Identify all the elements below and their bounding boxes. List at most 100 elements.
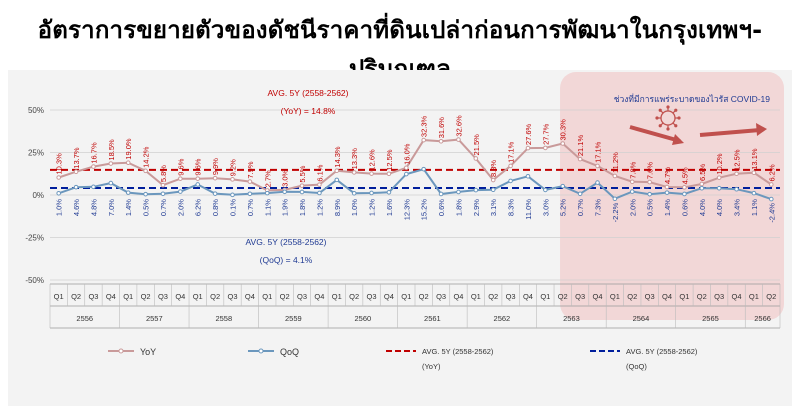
qoq-data-label: 1.8% [454, 199, 463, 216]
qoq-data-label: 1.1% [263, 199, 272, 216]
yoy-data-label: 12.5% [385, 149, 394, 171]
quarter-label: Q1 [332, 292, 342, 301]
trend-down-arrowhead [672, 134, 684, 145]
yoy-point [178, 176, 183, 181]
yoy-point [91, 164, 96, 169]
quarter-label: Q2 [627, 292, 637, 301]
yoy-data-label: 9.2% [229, 159, 238, 176]
chart-svg: 10.3% 13.7% 16.7% 18.5% 19.0% 14.2% 5.8% 9.6% 9.… [25, 72, 784, 371]
quarter-label: Q3 [436, 292, 446, 301]
yoy-data-label: 17.1% [594, 141, 603, 163]
yoy-data-label: 27.6% [524, 123, 533, 145]
quarter-label: Q2 [71, 292, 81, 301]
yoy-point [525, 145, 531, 151]
qoq-point [490, 187, 496, 193]
yoy-point [212, 175, 218, 181]
y-tick-label: -25% [25, 234, 44, 243]
yoy-data-label: 2.7% [263, 170, 272, 187]
qoq-point [264, 190, 270, 196]
quarter-label: Q4 [175, 292, 185, 301]
yoy-point [73, 169, 79, 175]
qoq-data-label: 0.1% [229, 199, 238, 216]
yoy-data-label: 10.3% [55, 153, 64, 175]
quarter-label: Q2 [141, 292, 151, 301]
yoy-point [577, 156, 583, 162]
qoq-data-label: 0.5% [142, 199, 151, 216]
qoq-point [751, 190, 757, 196]
quarter-label: Q4 [453, 292, 463, 301]
quarter-label: Q3 [645, 292, 655, 301]
virus-icon-spike-tip [677, 116, 681, 120]
quarter-label: Q4 [592, 292, 602, 301]
qoq-point [473, 187, 479, 193]
yoy-data-label: 16.7% [89, 142, 98, 164]
yoy-point [543, 145, 548, 151]
yoy-data-label: 9.6% [176, 158, 185, 175]
qoq-data-label: 2.0% [628, 199, 637, 216]
qoq-point [317, 190, 322, 196]
virus-icon-spike-tip [666, 127, 670, 131]
quarter-label: Q4 [523, 292, 533, 301]
qoq-point [369, 190, 374, 196]
qoq-data-label: 8.9% [333, 199, 342, 216]
yoy-data-label: 21.1% [576, 135, 585, 157]
quarter-label: Q1 [123, 292, 133, 301]
legend-yoy-label: YoY [140, 347, 156, 357]
trend-up-arrow [699, 128, 761, 137]
quarter-label: Q1 [610, 292, 620, 301]
yoy-point [682, 185, 687, 190]
qoq-point [716, 185, 722, 191]
yoy-data-label: 32.6% [454, 115, 463, 137]
qoq-point [734, 186, 739, 192]
yoy-point [125, 160, 131, 165]
covid-period-band [560, 72, 784, 320]
qoq-data-label: 1.6% [385, 199, 394, 216]
quarter-label: Q4 [245, 292, 255, 301]
yoy-data-label: 11.2% [611, 152, 620, 173]
quarter-label: Q1 [540, 292, 550, 301]
qoq-point [230, 192, 235, 198]
legend-yoy-marker [118, 348, 124, 354]
covid-period-label: ช่วงที่มีการแพร่ระบาดของไวรัส COVID-19 [614, 93, 771, 104]
qoq-point [647, 191, 652, 197]
yoy-data-label: 9.9% [211, 158, 220, 175]
yoy-data-label: 12.5% [733, 149, 742, 171]
virus-icon-spike-tip [658, 108, 662, 112]
quarter-label: Q1 [54, 292, 64, 301]
qoq-point [699, 185, 705, 191]
qoq-point [282, 189, 287, 195]
yoy-data-label: 21.5% [472, 134, 481, 156]
qoq-point [299, 189, 305, 195]
chart-panel: 10.3% 13.7% 16.7% 18.5% 19.0% 14.2% 5.8% 9.6% 9.… [8, 70, 792, 406]
yoy-data-label: 7.9% [246, 161, 255, 178]
quarter-label: Q4 [314, 292, 324, 301]
yoy-point [56, 175, 61, 180]
yoy-point [143, 168, 148, 174]
qoq-data-label: 7.0% [107, 199, 116, 216]
yoy-data-label: 6.1% [315, 164, 324, 181]
qoq-point [195, 182, 201, 187]
year-label: 2561 [424, 314, 441, 323]
yoy-data-label: 4.5% [680, 167, 689, 184]
yoy-data-label: 30.3% [559, 119, 568, 141]
yoy-point [664, 184, 670, 190]
qoq-data-label: 1.4% [663, 199, 672, 216]
legend-avg-qoq-label: AVG. 5Y (2558-2562) [626, 347, 698, 356]
yoy-point [247, 179, 253, 184]
chart-title: อัตราการขยายตัวของดัชนีราคาที่ดินเปล่าก่… [37, 16, 763, 83]
qoq-point [160, 191, 166, 197]
quarter-label: Q2 [280, 292, 290, 301]
quarter-label: Q2 [419, 292, 429, 301]
qoq-data-label: 0.7% [159, 199, 168, 216]
qoq-point [769, 196, 774, 202]
yoy-data-label: 27.7% [541, 123, 550, 145]
qoq-point [125, 190, 131, 195]
qoq-point [404, 171, 409, 177]
qoq-series-line [58, 168, 772, 201]
virus-icon [655, 105, 681, 131]
yoy-point [299, 183, 305, 188]
quarter-label: Q3 [297, 292, 307, 301]
qoq-data-label: 11.0% [524, 199, 533, 220]
qoq-data-label: -2.4% [767, 203, 776, 223]
